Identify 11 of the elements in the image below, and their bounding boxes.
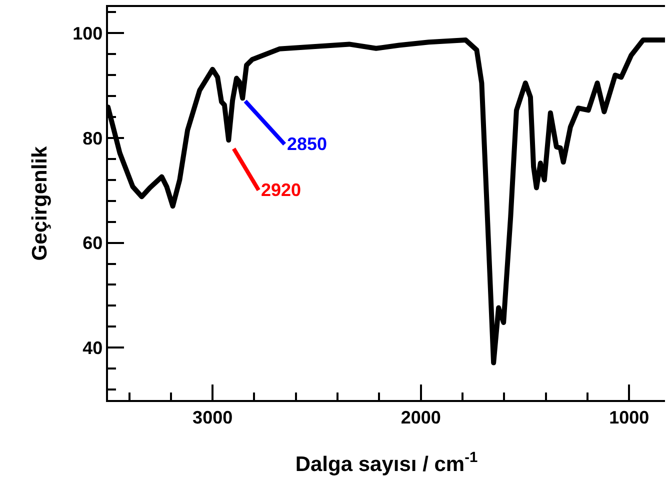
x-tick-label: 2000 <box>400 407 441 428</box>
y-tick-label: 40 <box>82 338 103 358</box>
x-tick-label: 1000 <box>609 407 650 428</box>
y-axis-title: Geçirgenlik <box>28 146 52 261</box>
annotation: 2920 <box>261 180 302 200</box>
x-axis-title: Dalga sayısı / cm$^{-1}$ <box>295 450 478 476</box>
y-tick-label: 80 <box>82 128 103 148</box>
annotation: 2850 <box>287 134 328 154</box>
x-tick-label: 3000 <box>192 407 233 428</box>
y-tick-label: 100 <box>72 24 103 44</box>
y-tick-label: 60 <box>82 233 103 254</box>
